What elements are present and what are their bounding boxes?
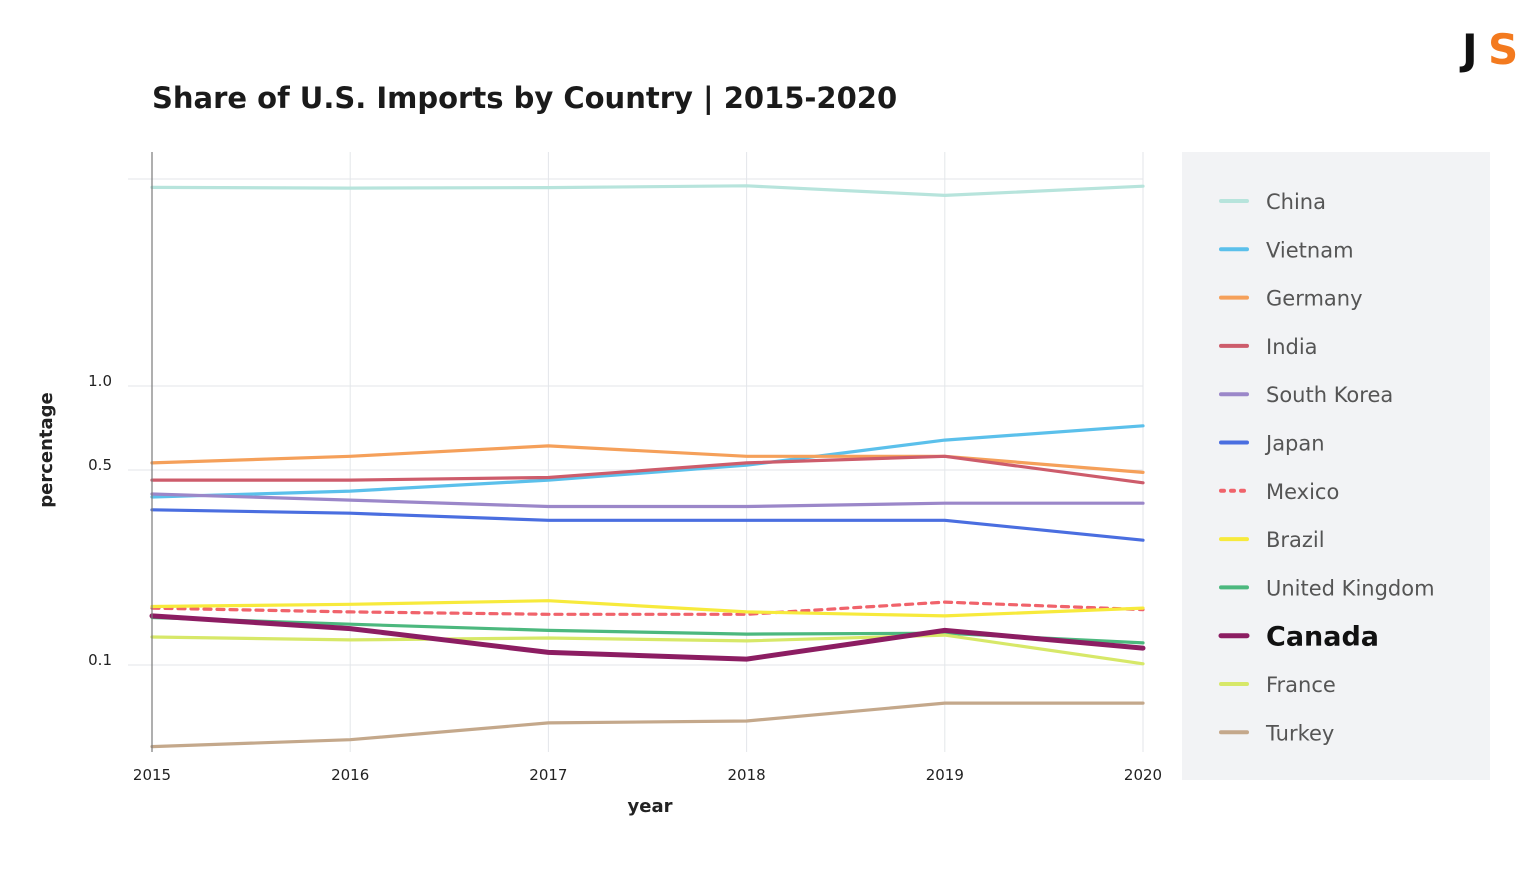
legend: China Vietnam Germany India South Korea Japan…: [1218, 190, 1435, 745]
series-line-india: [150, 454, 1145, 485]
series-line-germany: [150, 444, 1145, 474]
legend-label[interactable]: France: [1266, 673, 1336, 697]
legend-label[interactable]: Vietnam: [1266, 238, 1354, 262]
legend-label[interactable]: Brazil: [1266, 528, 1325, 552]
series-line-china: [150, 184, 1145, 197]
x-tick-label: 2020: [1124, 766, 1162, 784]
y-tick-label: 0.1: [88, 651, 112, 669]
series-line-france: [150, 633, 1145, 666]
y-axis-ticks: 1.0 0.5 0.1: [88, 372, 112, 669]
series-line-japan: [150, 508, 1145, 542]
x-tick-label: 2016: [331, 766, 369, 784]
x-axis-label: year: [628, 796, 673, 817]
chart-title: Share of U.S. Imports by Country | 2015-…: [152, 81, 897, 115]
logo-letter-s: S: [1488, 25, 1518, 74]
legend-label[interactable]: Mexico: [1266, 480, 1339, 504]
legend-label[interactable]: India: [1266, 335, 1318, 359]
legend-label[interactable]: Canada: [1266, 622, 1379, 653]
y-tick-label: 1.0: [88, 372, 112, 390]
logo-letter-j: J: [1459, 25, 1478, 74]
series-line-turkey: [150, 701, 1145, 749]
y-axis-label: percentage: [36, 392, 57, 508]
legend-label[interactable]: Japan: [1264, 432, 1325, 456]
legend-label[interactable]: Germany: [1266, 287, 1363, 311]
series-lines: [149, 184, 1146, 749]
legend-label[interactable]: China: [1266, 190, 1326, 214]
series-line-brazil: [150, 599, 1145, 618]
series-line-canada: [149, 613, 1146, 662]
x-axis-ticks: 2015 2016 2017 2018 2019 2020: [133, 766, 1162, 784]
x-tick-label: 2017: [529, 766, 567, 784]
legend-label[interactable]: Turkey: [1265, 721, 1334, 745]
series-line-vietnam: [150, 424, 1145, 499]
legend-label[interactable]: South Korea: [1266, 383, 1393, 407]
x-tick-label: 2018: [728, 766, 766, 784]
x-tick-label: 2015: [133, 766, 171, 784]
y-tick-label: 0.5: [88, 456, 112, 474]
legend-label[interactable]: United Kingdom: [1266, 576, 1435, 600]
legend-background: [1182, 152, 1490, 780]
x-tick-label: 2019: [926, 766, 964, 784]
series-line-south-korea: [150, 492, 1145, 509]
series-line-mexico: [150, 600, 1145, 616]
js-logo: J S: [1459, 25, 1518, 74]
